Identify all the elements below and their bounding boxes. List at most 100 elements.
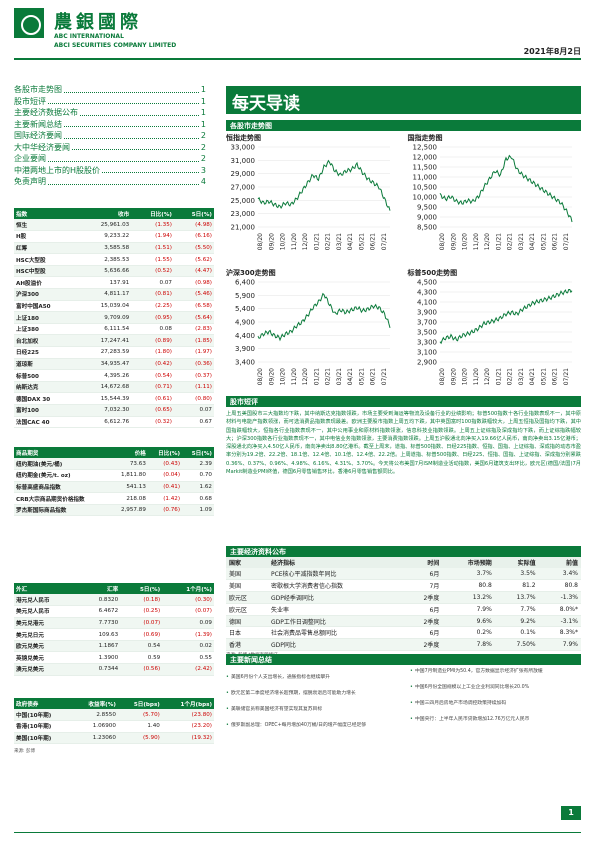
index-table: 指数 收市 日比(%) 5日(%) 恒生 25,961.03 (1.35) (4.98) H股 9… [14, 208, 214, 429]
table-cell: (1.97) [173, 346, 214, 359]
x-tick-label: 02/21 [506, 368, 513, 385]
x-tick-label: 09/20 [450, 233, 457, 250]
table-cell: CRB大宗商品期货价格指数 [14, 492, 110, 505]
bond-table: 政府债券 收益率(%) 5日(bps) 1个月(bps) 中国(10年期) 2.8550(… [14, 698, 214, 745]
line-chart: 12,500 12,000 11,500 11,000 10,500 10,000 9,50… [412, 144, 572, 250]
table-row: 标普高盛商品指数 541.13 (0.41) 1.62 [14, 481, 214, 494]
x-tick-label: 05/21 [540, 233, 547, 250]
x-tick-label: 07/21 [563, 368, 570, 385]
table-cell: (1.11) [173, 381, 214, 394]
comment-text: 上周五美国股市三大指数均下跌，其中纳斯达克指数领跌，市场主要受到海运等物流及设备… [226, 411, 581, 476]
toc-item[interactable]: 各股市走势图 1 [14, 84, 206, 96]
econ-section: 主要经济资料公布 国家 经济指标 时间 市场预期 实际值 前值 美国 PCE核心平减指数年同比… [226, 546, 581, 658]
y-tick-label: 21,000 [231, 224, 256, 232]
table-cell: 欧元兑美元 [14, 640, 80, 653]
table-cell: GDP工作日调整同比 [267, 615, 405, 628]
toc-item-label: 主要经济数据公布 [14, 108, 78, 117]
toc-item-label: 免责声明 [14, 177, 46, 186]
table-header-row: 指数 收市 日比(%) 5日(%) [14, 208, 214, 219]
comment-section: 股市短评 上周五美国股市三大指数均下跌，其中纳斯达克指数领跌，市场主要受到海运等… [226, 396, 581, 476]
table-cell: 3.4% [538, 568, 581, 581]
table-row: 欧元区 失业率 6月 7.9% 7.7% 8.0%* [226, 603, 581, 616]
table-row: 香港 GDP同比 2季度 7.8% 7.50% 7.9% [226, 638, 581, 652]
x-tick-label: 12/20 [484, 233, 491, 250]
table-cell: 7,032.30 [77, 404, 132, 417]
table-cell: 0.8320 [79, 594, 121, 607]
table-cell: 4,395.26 [77, 369, 132, 382]
table-cell: 美元兑人民币 [14, 605, 80, 618]
table-cell: 8.0%* [538, 603, 581, 616]
news-item: 中国6月份全国规模以上工业企业利润同比增长20.0% [410, 684, 580, 691]
x-tick-label: 10/20 [461, 368, 468, 385]
table-row: 红筹 3,585.58 (1.51) (5.50) [14, 242, 214, 255]
table-cell: 美国(10年期) [14, 732, 72, 745]
comment-section-title: 股市短评 [226, 396, 581, 407]
toc-leader [80, 107, 199, 116]
x-tick-label: 10/20 [280, 368, 287, 385]
table-cell: (2.25) [131, 300, 174, 313]
table-header-row: 国家 经济指标 时间 市场预期 实际值 前值 [226, 557, 581, 568]
table-cell: (4.98) [173, 219, 214, 232]
footer-divider [14, 832, 581, 833]
table-cell: (0.76) [147, 504, 183, 517]
table-cell: (1.85) [173, 334, 214, 348]
table-row: 香港(10年期) 1.06900 1.40 (23.20) [14, 720, 214, 733]
x-tick-label: 03/21 [336, 233, 343, 250]
table-cell: 9.2% [494, 615, 539, 628]
table-cell: (1.42) [147, 492, 183, 505]
y-tick-label: 5,900 [235, 292, 255, 300]
table-cell: 6月 [404, 626, 443, 640]
y-tick-label: 11,500 [412, 164, 437, 172]
toc-item[interactable]: 主要新闻总结 1 [14, 119, 206, 131]
table-row: HSC中型股 5,636.66 (0.52) (4.47) [14, 265, 214, 278]
toc-item[interactable]: 免责声明 4 [14, 176, 206, 188]
table-cell: 9.6% [442, 615, 495, 628]
table-cell: 纳斯达克 [14, 381, 78, 394]
report-title: 每天导读 [226, 86, 581, 114]
table-cell: 标普高盛商品指数 [14, 481, 110, 494]
table-cell: 香港(10年期) [14, 720, 72, 733]
table-cell: 1.40 [117, 720, 162, 733]
charts-grid: 恒指走势图 33,000 31,000 29,000 27,000 25,000 23,00… [226, 133, 581, 399]
table-cell: 0.02 [162, 640, 214, 653]
table-cell: 澳元兑美元 [14, 663, 80, 676]
table-cell: 3.7% [442, 568, 495, 581]
table-cell: (1.51) [131, 242, 174, 255]
column-header: 国家 [226, 557, 268, 568]
table-cell: 红筹 [14, 242, 78, 255]
table-cell: 道琼斯 [14, 358, 78, 371]
toc-item[interactable]: 中港两地上市的H股股价 3 [14, 165, 206, 177]
toc-item[interactable]: 大中华经济要闻 2 [14, 142, 206, 154]
toc-item[interactable]: 主要经济数据公布 1 [14, 107, 206, 119]
x-tick-label: 12/20 [302, 233, 309, 250]
column-header: 指数 [14, 208, 78, 219]
table-cell: 欧元区 [226, 603, 268, 616]
toc-item[interactable]: 企业要闻 2 [14, 153, 206, 165]
series-line [439, 289, 572, 345]
table-cell: 7.7730 [79, 617, 121, 630]
table-cell: 富时100 [14, 404, 78, 417]
table-cell: 541.13 [109, 481, 148, 494]
x-tick-label: 06/21 [370, 233, 377, 250]
y-tick-label: 3,900 [416, 309, 436, 317]
column-header: 日比(%) [147, 447, 183, 458]
table-header-row: 政府债券 收益率(%) 5日(bps) 1个月(bps) [14, 698, 214, 709]
news-item: 美国6月份个人支出增长，通胀指标也继续攀升 [226, 674, 396, 681]
news-section-title: 主要新闻总结 [226, 654, 581, 665]
table-cell: 罗杰斯国际商品指数 [14, 504, 110, 517]
x-tick-label: 10/20 [461, 233, 468, 250]
y-tick-label: 4,400 [235, 332, 255, 340]
table-cell: 7月 [404, 579, 443, 593]
table-cell: 0.7344 [79, 663, 121, 676]
toc-item[interactable]: 股市短评 1 [14, 96, 206, 108]
table-cell: 港元兑人民币 [14, 594, 80, 607]
toc-item[interactable]: 国际经济要闻 2 [14, 130, 206, 142]
header-divider [14, 58, 581, 60]
table-row: 中国(10年期) 2.8550 (5.70) (23.80) [14, 709, 214, 722]
table-cell: (0.95) [131, 311, 174, 324]
table-cell: 0.2% [442, 626, 495, 640]
line-chart: 4,500 4,300 4,100 3,900 3,700 3,500 3,300 3,100… [416, 279, 572, 385]
table-cell: 美元兑日元 [14, 628, 80, 641]
table-cell: 2季度 [404, 615, 443, 628]
table-cell: 密歇根大学消费者信心指数 [267, 579, 405, 593]
